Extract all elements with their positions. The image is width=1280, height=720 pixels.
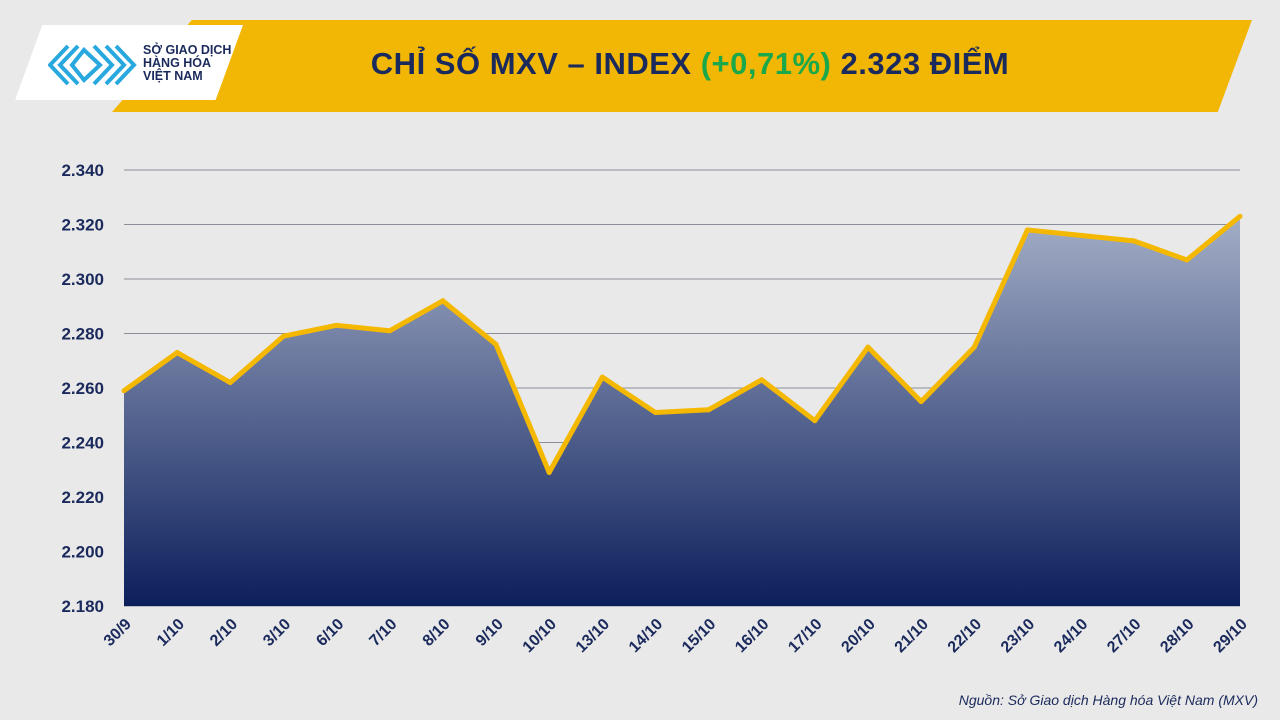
- title-value: 2.323 ĐIỂM: [840, 46, 1010, 81]
- x-tick-label: 28/10: [1157, 616, 1197, 656]
- logo-text: SỞ GIAO DỊCH HÀNG HÓA VIỆT NAM: [143, 44, 231, 83]
- y-tick-label: 2.260: [61, 379, 104, 398]
- data-point: [387, 328, 393, 334]
- data-point: [1184, 257, 1190, 263]
- y-tick-label: 2.280: [61, 325, 104, 344]
- data-point: [812, 418, 818, 424]
- logo-line: VIỆT NAM: [143, 69, 203, 83]
- x-tick-label: 1/10: [154, 616, 188, 650]
- x-tick-label: 9/10: [473, 616, 507, 650]
- title-prefix: CHỈ SỐ MXV – INDEX: [370, 46, 692, 81]
- x-tick-label: 30/9: [101, 616, 135, 650]
- y-tick-label: 2.200: [61, 543, 104, 562]
- data-point: [280, 333, 286, 339]
- data-point: [493, 341, 499, 347]
- data-point: [918, 399, 924, 405]
- x-tick-label: 7/10: [367, 616, 401, 650]
- logo-line: HÀNG HÓA: [143, 56, 212, 70]
- logo-mark-icon: [48, 44, 137, 86]
- series-line: [122, 214, 1242, 475]
- y-tick-label: 2.320: [61, 216, 104, 235]
- x-tick-label: 15/10: [679, 616, 719, 656]
- y-tick-label: 2.340: [61, 161, 104, 180]
- x-tick-label: 22/10: [945, 616, 985, 656]
- title-banner: [112, 20, 1252, 112]
- data-point: [599, 374, 605, 380]
- data-point: [652, 410, 658, 416]
- y-tick-label: 2.300: [61, 270, 104, 289]
- data-point: [971, 344, 977, 350]
- y-tick-label: 2.220: [61, 488, 104, 507]
- x-tick-label: 24/10: [1051, 616, 1091, 656]
- source-note: Nguồn: Sở Giao dịch Hàng hóa Việt Nam (M…: [958, 692, 1258, 708]
- data-point: [1078, 232, 1084, 238]
- x-tick-label: 23/10: [998, 616, 1038, 656]
- x-tick-label: 6/10: [313, 616, 347, 650]
- x-tick-label: 2/10: [207, 616, 241, 650]
- title-change: (+0,71%): [700, 46, 832, 81]
- x-tick-label: 29/10: [1210, 616, 1250, 656]
- x-tick-label: 16/10: [732, 616, 772, 656]
- data-point: [121, 388, 127, 394]
- data-point: [759, 377, 765, 383]
- data-point: [1131, 238, 1137, 244]
- data-point: [1024, 227, 1030, 233]
- x-tick-label: 14/10: [626, 616, 666, 656]
- x-tick-label: 21/10: [892, 616, 932, 656]
- x-tick-label: 8/10: [420, 616, 454, 650]
- x-tick-label: 20/10: [838, 616, 878, 656]
- data-point: [227, 380, 233, 386]
- data-point: [706, 407, 712, 413]
- y-tick-label: 2.180: [61, 597, 104, 616]
- area-fill: [124, 216, 1240, 606]
- data-point: [865, 344, 871, 350]
- x-tick-label: 17/10: [785, 616, 825, 656]
- y-tick-label: 2.240: [61, 434, 104, 453]
- x-tick-label: 27/10: [1104, 616, 1144, 656]
- data-point: [440, 298, 446, 304]
- data-point: [334, 322, 340, 328]
- x-tick-label: 13/10: [573, 616, 613, 656]
- x-tick-label: 10/10: [520, 616, 560, 656]
- data-point: [1237, 213, 1243, 219]
- x-tick-label: 3/10: [260, 616, 294, 650]
- logo-line: SỞ GIAO DỊCH: [143, 43, 232, 57]
- chart-title: CHỈ SỐ MXV – INDEX (+0,71%) 2.323 ĐIỂM: [0, 46, 1280, 82]
- data-point: [546, 469, 552, 475]
- data-point: [174, 350, 180, 356]
